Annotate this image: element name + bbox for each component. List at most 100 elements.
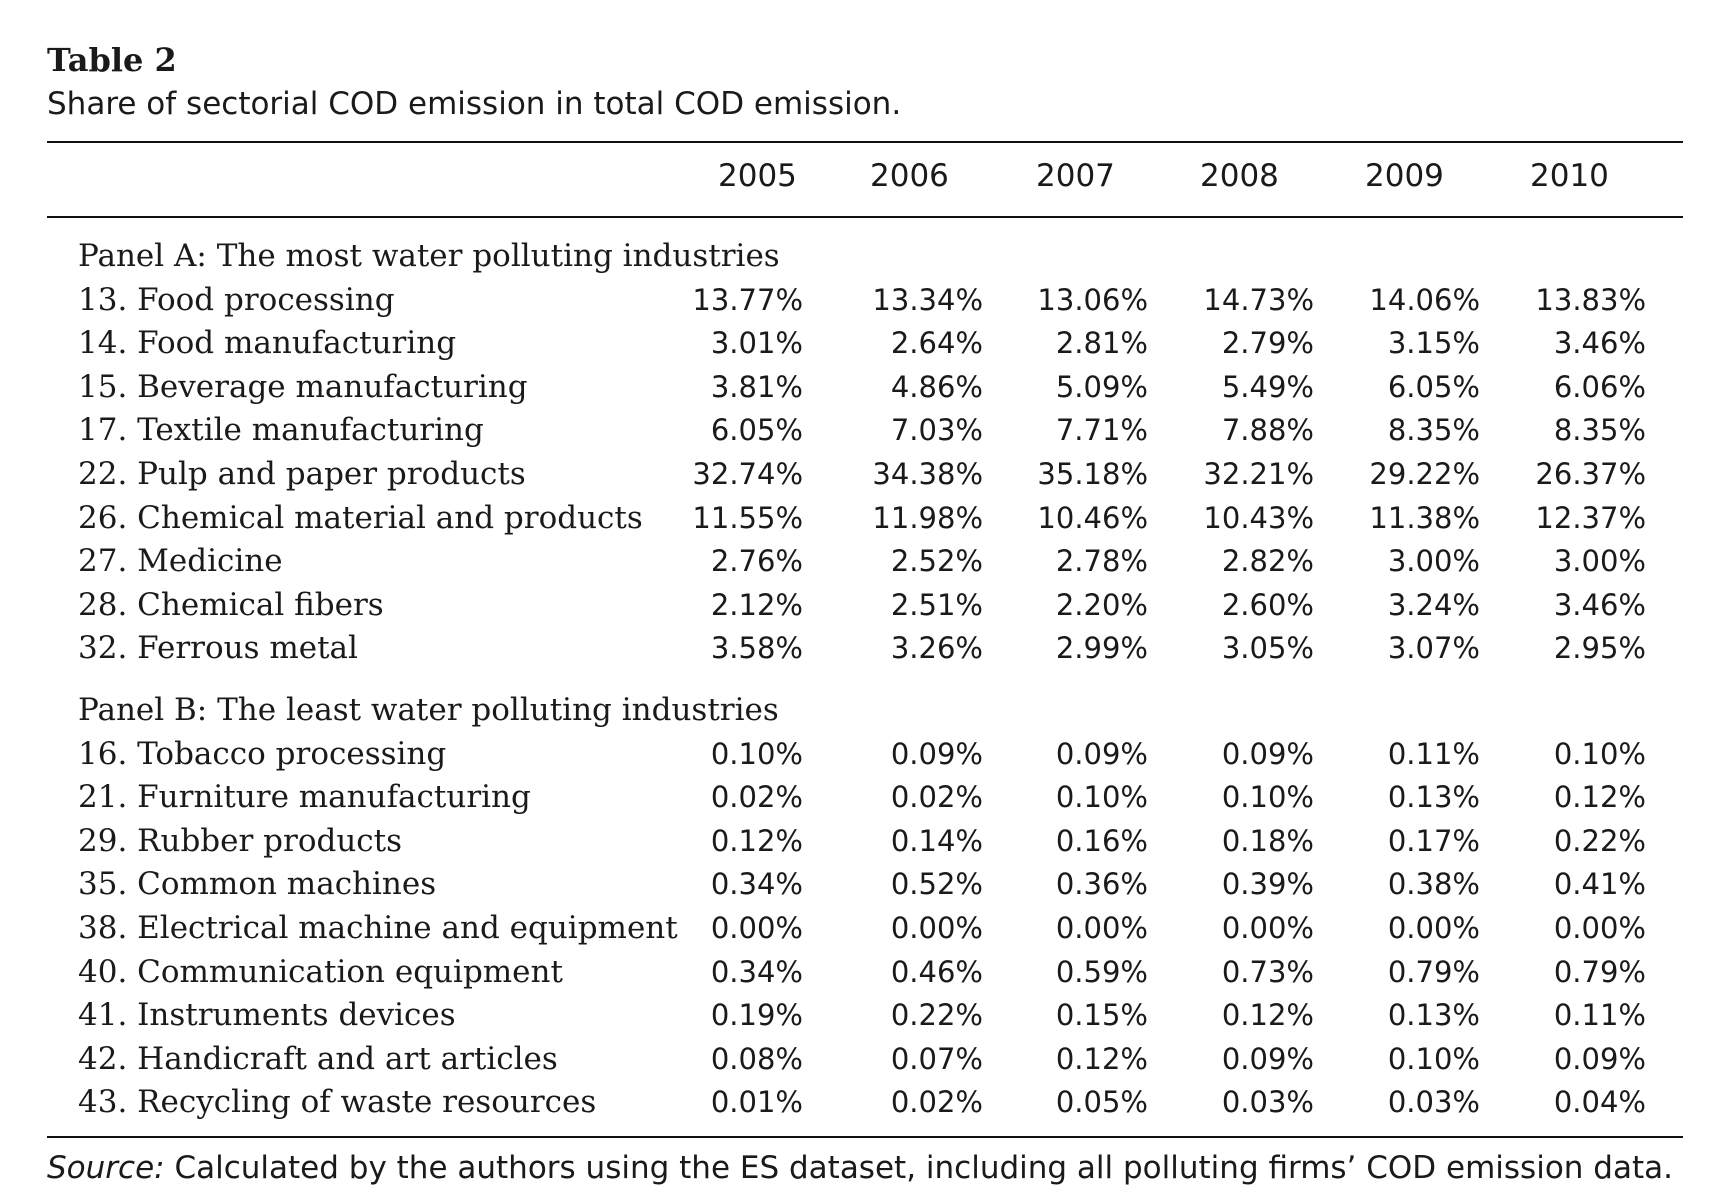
table-cell-2009: 6.05% bbox=[1387, 369, 1480, 404]
table-cell-2005: 13.77% bbox=[692, 282, 803, 317]
table-cell-2010: 0.09% bbox=[1553, 1041, 1646, 1076]
table-cell-2005: 0.34% bbox=[710, 954, 803, 989]
row-label: 43. Recycling of waste resources bbox=[78, 1084, 597, 1121]
row-label: 38. Electrical machine and equipment bbox=[78, 910, 678, 946]
table-cell-2010: 0.00% bbox=[1553, 911, 1646, 945]
table-cell-2009: 0.00% bbox=[1387, 911, 1480, 945]
table-cell-2009: 0.79% bbox=[1387, 954, 1480, 989]
table-cell-2008: 0.73% bbox=[1221, 954, 1314, 989]
table-cell-2010: 0.12% bbox=[1553, 780, 1646, 815]
year-header-2009: 2009 bbox=[1365, 158, 1444, 194]
table-cell-2007: 2.20% bbox=[1055, 587, 1148, 622]
table-cell-2008: 0.00% bbox=[1221, 911, 1314, 945]
table-cell-2005: 0.00% bbox=[710, 911, 803, 945]
table-cell-2010: 0.22% bbox=[1553, 823, 1646, 858]
table-cell-2008: 0.03% bbox=[1221, 1085, 1314, 1120]
header-rule bbox=[47, 216, 1683, 218]
table-cell-2006: 3.26% bbox=[890, 631, 983, 666]
table-cell-2009: 0.13% bbox=[1387, 780, 1480, 815]
table-cell-2007: 0.09% bbox=[1055, 736, 1148, 771]
table-cell-2009: 14.06% bbox=[1369, 282, 1480, 317]
table-cell-2006: 0.14% bbox=[890, 823, 983, 858]
table-cell-2009: 8.35% bbox=[1387, 413, 1480, 448]
year-header-2010: 2010 bbox=[1530, 158, 1609, 194]
table-cell-2008: 0.39% bbox=[1221, 867, 1314, 902]
table-cell-2007: 10.46% bbox=[1037, 500, 1148, 535]
table-cell-2007: 7.71% bbox=[1055, 413, 1148, 448]
table-cell-2007: 0.15% bbox=[1055, 998, 1148, 1033]
row-label: 16. Tobacco processing bbox=[78, 735, 447, 772]
row-label: 32. Ferrous metal bbox=[78, 630, 358, 667]
table-cell-2006: 0.46% bbox=[890, 954, 983, 989]
table-cell-2005: 0.01% bbox=[710, 1085, 803, 1120]
table-cell-2005: 0.10% bbox=[710, 736, 803, 771]
row-label: 41. Instruments devices bbox=[78, 997, 456, 1034]
table-cell-2008: 14.73% bbox=[1203, 282, 1314, 317]
table-cell-2009: 0.10% bbox=[1387, 1041, 1480, 1076]
year-header-2007: 2007 bbox=[1036, 158, 1115, 194]
year-header-2005: 2005 bbox=[718, 158, 797, 194]
table-cell-2006: 0.07% bbox=[890, 1041, 983, 1076]
table-cell-2010: 0.10% bbox=[1553, 736, 1646, 771]
table-cell-2005: 2.12% bbox=[710, 587, 803, 622]
table-cell-2010: 0.04% bbox=[1553, 1085, 1646, 1120]
table-cell-2008: 0.12% bbox=[1221, 998, 1314, 1033]
table-cell-2006: 0.52% bbox=[890, 867, 983, 902]
table-cell-2007: 0.00% bbox=[1055, 911, 1148, 945]
table-cell-2010: 6.06% bbox=[1553, 369, 1646, 404]
table-cell-2007: 0.05% bbox=[1055, 1085, 1148, 1120]
row-label: 26. Chemical material and products bbox=[78, 499, 643, 536]
table-cell-2009: 3.24% bbox=[1387, 587, 1480, 622]
table-cell-2010: 13.83% bbox=[1535, 282, 1646, 317]
table-cell-2005: 2.76% bbox=[710, 544, 803, 579]
table-cell-2007: 2.78% bbox=[1055, 544, 1148, 579]
table-cell-2007: 0.16% bbox=[1055, 823, 1148, 858]
table-cell-2005: 32.74% bbox=[692, 457, 803, 491]
table-cell-2006: 2.51% bbox=[890, 587, 983, 622]
table-caption: Share of sectorial COD emission in total… bbox=[47, 86, 902, 122]
table-cell-2005: 0.02% bbox=[710, 780, 803, 815]
panel-a-title: Panel A: The most water polluting indust… bbox=[78, 238, 780, 274]
table-cell-2006: 0.02% bbox=[890, 1085, 983, 1120]
table-cell-2006: 4.86% bbox=[890, 369, 983, 404]
year-header-2006: 2006 bbox=[870, 158, 949, 194]
table-cell-2006: 0.00% bbox=[890, 911, 983, 945]
table-cell-2010: 2.95% bbox=[1553, 631, 1646, 666]
table-cell-2008: 0.09% bbox=[1221, 736, 1314, 771]
table-cell-2006: 13.34% bbox=[872, 282, 983, 317]
row-label: 40. Communication equipment bbox=[78, 953, 563, 990]
table-cell-2005: 0.19% bbox=[710, 998, 803, 1033]
table-cell-2007: 5.09% bbox=[1055, 369, 1148, 404]
table-cell-2007: 0.12% bbox=[1055, 1041, 1148, 1076]
year-header-2008: 2008 bbox=[1200, 158, 1279, 194]
table-cell-2009: 3.07% bbox=[1387, 631, 1480, 666]
table-cell-2008: 10.43% bbox=[1203, 500, 1314, 535]
table-cell-2010: 26.37% bbox=[1535, 457, 1646, 491]
row-label: 13. Food processing bbox=[78, 281, 395, 318]
row-label: 14. Food manufacturing bbox=[78, 325, 457, 362]
table-cell-2009: 0.38% bbox=[1387, 867, 1480, 902]
table-label: Table 2 bbox=[47, 41, 177, 79]
table-cell-2008: 7.88% bbox=[1221, 413, 1314, 448]
row-label: 27. Medicine bbox=[78, 543, 283, 580]
table-cell-2010: 0.41% bbox=[1553, 867, 1646, 902]
table-cell-2006: 2.64% bbox=[890, 326, 983, 361]
table-cell-2005: 3.01% bbox=[710, 326, 803, 361]
table-cell-2008: 32.21% bbox=[1203, 457, 1314, 491]
table-cell-2008: 3.05% bbox=[1221, 631, 1314, 666]
table-cell-2007: 13.06% bbox=[1037, 282, 1148, 317]
table-cell-2007: 0.10% bbox=[1055, 780, 1148, 815]
table-cell-2008: 0.10% bbox=[1221, 780, 1314, 815]
table-cell-2009: 29.22% bbox=[1369, 457, 1480, 491]
table-cell-2010: 12.37% bbox=[1535, 500, 1646, 535]
table-cell-2007: 0.36% bbox=[1055, 867, 1148, 902]
table-cell-2009: 0.17% bbox=[1387, 823, 1480, 858]
panel-b-title: Panel B: The least water polluting indus… bbox=[78, 692, 779, 728]
table-cell-2006: 11.98% bbox=[872, 500, 983, 535]
row-label: 42. Handicraft and art articles bbox=[78, 1040, 558, 1077]
top-rule bbox=[47, 141, 1683, 143]
row-label: 17. Textile manufacturing bbox=[78, 412, 484, 449]
table-cell-2007: 2.81% bbox=[1055, 326, 1148, 361]
bottom-rule bbox=[47, 1136, 1683, 1138]
table-cell-2007: 35.18% bbox=[1037, 457, 1148, 491]
